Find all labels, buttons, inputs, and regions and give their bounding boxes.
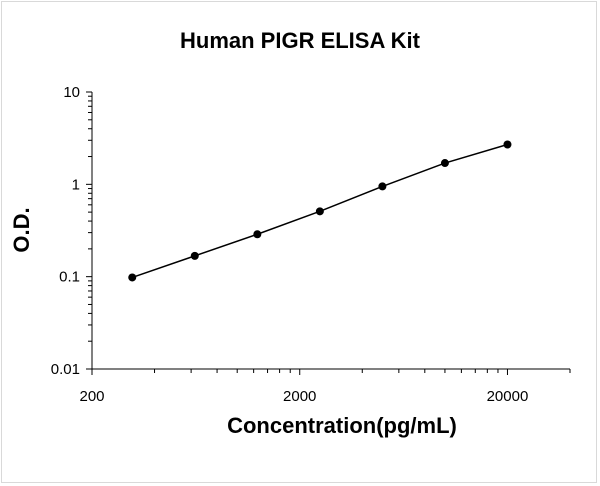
y-tick-label: 1 [72,176,80,193]
data-point [190,251,199,260]
y-tick-label: 0.1 [59,269,80,286]
chart-title: Human PIGR ELISA Kit [180,28,420,53]
y-tick-label: 10 [63,84,80,101]
x-tick-label: 2000 [283,388,316,405]
x-tick-label: 20000 [487,388,529,405]
data-point [253,230,262,239]
data-point [128,273,137,282]
data-point [503,140,512,149]
y-tick-label: 0.01 [51,361,80,378]
data-point [440,159,449,168]
data-point [378,182,387,191]
x-tick-label: 200 [79,388,104,405]
data-point [315,207,324,216]
x-axis-label: Concentration(pg/mL) [227,413,457,438]
